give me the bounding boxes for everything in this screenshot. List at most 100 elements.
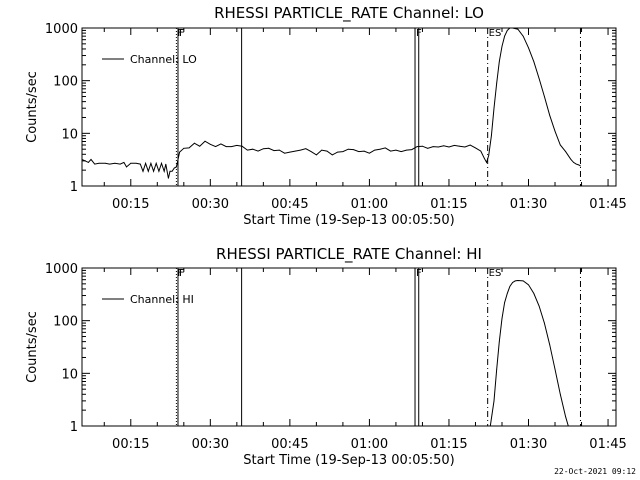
data-point — [209, 143, 211, 145]
data-point — [493, 400, 495, 402]
data-point — [363, 150, 365, 152]
data-point — [580, 165, 581, 167]
data-point — [342, 151, 344, 152]
data-point — [549, 344, 551, 346]
data-point — [427, 147, 429, 149]
data-point — [158, 170, 160, 172]
data-point — [247, 149, 248, 151]
data-point — [273, 150, 275, 152]
data-point — [475, 147, 476, 149]
data-point — [384, 147, 386, 149]
data-point — [161, 162, 162, 164]
data-point — [225, 146, 227, 147]
data-point — [188, 147, 190, 149]
data-point — [484, 158, 485, 160]
data-point — [565, 151, 567, 152]
x-tick-label: 00:15 — [112, 197, 149, 212]
data-point — [578, 164, 580, 166]
data-point — [464, 146, 466, 148]
x-tick-label: 01:15 — [430, 437, 467, 452]
data-point — [512, 282, 513, 283]
chart-title: RHESSI PARTICLE_RATE Channel: HI — [216, 245, 482, 264]
x-tick-label: 01:30 — [510, 437, 547, 452]
data-point — [509, 27, 511, 29]
data-point — [498, 61, 500, 63]
data-point — [284, 152, 285, 154]
x-tick-label: 00:30 — [192, 437, 229, 452]
y-tick-label: 100 — [53, 315, 78, 330]
data-point — [175, 166, 177, 168]
data-point — [501, 45, 503, 47]
data-point — [488, 155, 490, 156]
data-point — [231, 146, 232, 147]
data-point — [411, 149, 413, 151]
data-point — [109, 163, 110, 165]
data-point — [538, 305, 540, 307]
data-point — [549, 114, 551, 116]
data-point — [358, 151, 360, 152]
data-point — [369, 152, 370, 154]
data-point — [522, 280, 524, 282]
data-point — [268, 147, 270, 149]
data-point — [533, 61, 535, 63]
data-point — [406, 149, 407, 151]
data-point — [504, 302, 506, 304]
data-point — [87, 162, 89, 163]
data-point — [321, 149, 323, 151]
data-point — [215, 146, 217, 147]
y-tick-label: 1 — [70, 180, 78, 195]
y-axis-label: Counts/sec — [25, 311, 40, 383]
x-tick-label: 00:30 — [192, 197, 229, 212]
data-point — [517, 280, 519, 281]
data-point — [194, 142, 195, 144]
data-point — [179, 151, 180, 153]
data-point — [153, 170, 154, 172]
data-point — [528, 47, 529, 49]
x-tick-label: 01:00 — [351, 437, 388, 452]
y-tick-label: 10 — [61, 367, 78, 382]
data-point — [337, 151, 338, 153]
data-point — [514, 280, 516, 282]
data-point — [496, 82, 498, 84]
x-axis-label: Start Time (19-Sep-13 00:05:50) — [243, 213, 454, 228]
data-point — [139, 163, 141, 165]
data-point — [168, 177, 169, 179]
data-point — [453, 145, 455, 146]
data-point — [165, 163, 167, 165]
data-point — [490, 135, 492, 137]
data-point — [489, 425, 491, 427]
x-tick-label: 00:45 — [271, 197, 308, 212]
data-point — [522, 35, 524, 37]
data-series-line — [81, 27, 581, 179]
x-tick-label: 01:45 — [589, 197, 626, 212]
event-marker-label: F — [179, 28, 185, 39]
x-axis-label: Start Time (19-Sep-13 00:05:50) — [243, 453, 454, 468]
data-point — [395, 149, 397, 151]
data-point — [509, 285, 511, 287]
chart-panel-lo: RHESSI PARTICLE_RATE Channel: LO 00:15 00:… — [25, 4, 627, 228]
data-point — [171, 170, 173, 172]
data-point — [241, 145, 243, 147]
data-point — [443, 145, 445, 147]
y-tick-label: 1 — [70, 420, 78, 435]
data-point — [236, 145, 238, 146]
x-tick-label: 00:15 — [112, 437, 149, 452]
data-point — [94, 163, 96, 165]
data-point — [416, 146, 418, 147]
data-point — [90, 158, 92, 160]
x-tick-label: 01:00 — [351, 197, 388, 212]
data-point — [278, 149, 280, 151]
plot-frame — [81, 27, 617, 187]
data-point — [147, 170, 149, 172]
data-point — [173, 167, 175, 169]
data-point — [289, 151, 291, 153]
data-point — [315, 154, 317, 156]
data-point — [326, 150, 328, 152]
data-point — [538, 78, 540, 79]
legend-label: Channel: HI — [130, 293, 194, 306]
data-point — [347, 148, 349, 150]
generation-timestamp: 22-Oct-2021 09:12 — [554, 467, 636, 476]
x-tick-label: 01:30 — [510, 197, 547, 212]
data-point — [486, 162, 488, 163]
